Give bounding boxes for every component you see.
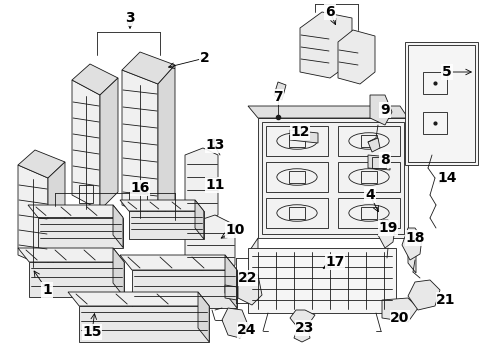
Text: 7: 7 [273, 90, 282, 104]
Polygon shape [29, 262, 124, 297]
Polygon shape [38, 217, 123, 248]
Polygon shape [247, 248, 395, 313]
Text: 5: 5 [441, 65, 451, 79]
Polygon shape [407, 238, 415, 273]
Polygon shape [293, 328, 309, 342]
Bar [288, 171, 305, 183]
Polygon shape [122, 70, 158, 220]
Polygon shape [247, 106, 407, 118]
Bar [265, 162, 327, 192]
Text: 9: 9 [379, 103, 389, 117]
Polygon shape [128, 211, 203, 239]
Polygon shape [184, 148, 218, 222]
Text: 13: 13 [205, 138, 224, 152]
Text: 15: 15 [82, 325, 102, 339]
Text: 23: 23 [295, 321, 314, 335]
Bar [360, 135, 376, 147]
Text: 8: 8 [379, 153, 389, 167]
Polygon shape [68, 292, 209, 306]
Polygon shape [367, 138, 379, 152]
Bar [371, 157, 385, 168]
Polygon shape [258, 118, 407, 238]
Bar [262, 122, 403, 234]
Polygon shape [113, 248, 124, 297]
Bar [288, 207, 305, 219]
Bar [337, 126, 399, 156]
Polygon shape [381, 298, 417, 322]
Text: 4: 4 [365, 188, 374, 202]
Polygon shape [224, 255, 237, 308]
Text: 1: 1 [42, 283, 52, 297]
Text: 19: 19 [378, 221, 397, 235]
Polygon shape [369, 95, 391, 125]
Text: 20: 20 [389, 311, 409, 325]
Text: 21: 21 [435, 293, 455, 307]
Polygon shape [72, 64, 118, 95]
Text: 3: 3 [125, 11, 135, 25]
Text: 18: 18 [405, 231, 424, 245]
Text: 24: 24 [237, 323, 256, 337]
Text: 16: 16 [130, 181, 149, 195]
Polygon shape [158, 65, 175, 220]
Text: 10: 10 [225, 223, 244, 237]
Polygon shape [367, 155, 389, 170]
Text: 17: 17 [325, 255, 344, 269]
Polygon shape [404, 42, 477, 165]
Polygon shape [238, 272, 262, 305]
Polygon shape [18, 150, 65, 178]
Polygon shape [184, 215, 235, 275]
Polygon shape [222, 308, 247, 338]
Bar [360, 171, 376, 183]
Bar [79, 185, 93, 203]
Polygon shape [48, 162, 65, 268]
Bar [129, 192, 147, 212]
Polygon shape [249, 238, 258, 273]
Polygon shape [407, 280, 439, 310]
Bar [265, 126, 327, 156]
Text: 12: 12 [290, 125, 309, 139]
Polygon shape [273, 82, 285, 100]
Bar [337, 198, 399, 228]
Bar [288, 135, 305, 147]
Polygon shape [198, 292, 209, 342]
Polygon shape [18, 248, 124, 262]
Polygon shape [401, 228, 421, 260]
Polygon shape [79, 306, 209, 342]
Bar [422, 112, 446, 134]
Polygon shape [120, 255, 237, 270]
Text: 22: 22 [238, 271, 257, 285]
Bar [360, 207, 376, 219]
Text: 14: 14 [436, 171, 456, 185]
Text: 6: 6 [325, 5, 334, 19]
Polygon shape [289, 130, 317, 143]
Polygon shape [195, 200, 203, 239]
Polygon shape [113, 205, 123, 248]
Text: 11: 11 [205, 178, 224, 192]
Polygon shape [289, 310, 314, 328]
Polygon shape [337, 30, 374, 84]
Polygon shape [120, 200, 203, 211]
Polygon shape [100, 78, 118, 210]
Polygon shape [299, 12, 351, 78]
Polygon shape [72, 80, 100, 210]
Polygon shape [18, 165, 48, 268]
Bar [337, 162, 399, 192]
Text: 2: 2 [200, 51, 209, 65]
Polygon shape [224, 285, 237, 300]
Polygon shape [132, 270, 237, 308]
Polygon shape [28, 205, 123, 217]
Bar [422, 72, 446, 94]
Polygon shape [377, 220, 394, 248]
Polygon shape [122, 52, 175, 84]
Bar [265, 198, 327, 228]
